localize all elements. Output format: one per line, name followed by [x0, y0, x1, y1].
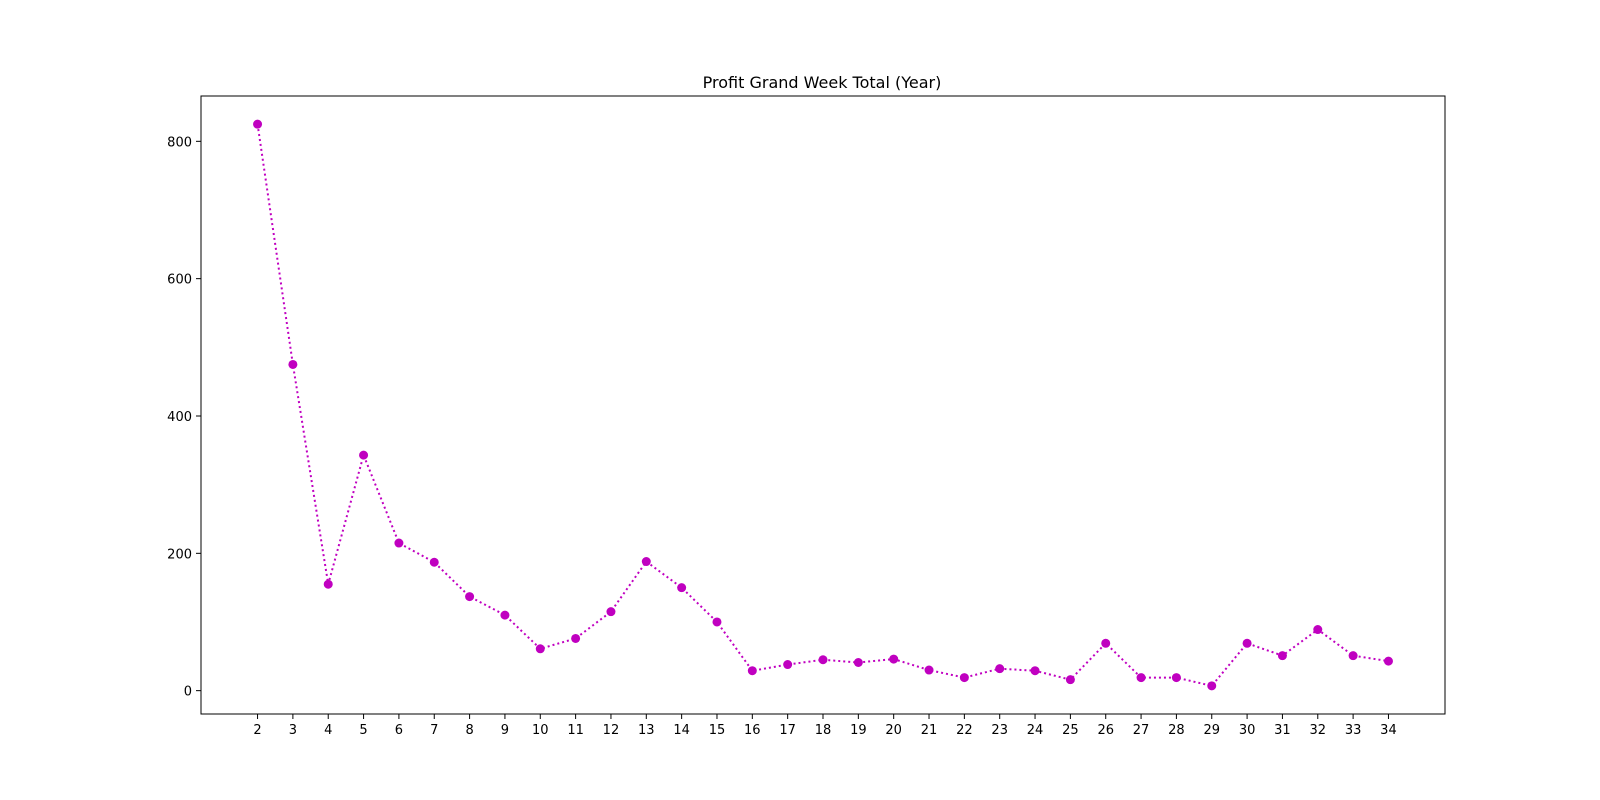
data-point	[1383, 656, 1393, 666]
x-axis: 2 3 4 5 6 7 8 9 10 11 12 13 14 15 16 17 18 19 20 21 22 23 24 25…	[253, 714, 1397, 738]
y-tick-label: 0	[184, 685, 192, 700]
x-tick-label: 28	[1168, 723, 1185, 738]
data-point	[1313, 625, 1323, 635]
x-tick-label: 3	[289, 723, 297, 738]
data-point	[677, 583, 687, 593]
x-tick-label: 27	[1133, 723, 1150, 738]
data-point	[1277, 651, 1287, 661]
data-point	[1030, 666, 1040, 676]
data-point	[571, 633, 581, 643]
x-tick-label: 10	[532, 723, 549, 738]
data-point	[394, 538, 404, 548]
x-tick-label: 19	[850, 723, 867, 738]
x-tick-label: 29	[1203, 723, 1220, 738]
x-tick-label: 9	[501, 723, 509, 738]
x-tick-label: 20	[885, 723, 902, 738]
data-point	[359, 450, 369, 460]
x-tick-label: 34	[1380, 723, 1397, 738]
data-point	[1136, 673, 1146, 683]
x-tick-label: 32	[1309, 723, 1326, 738]
x-tick-label: 26	[1097, 723, 1114, 738]
data-point	[995, 664, 1005, 674]
x-tick-label: 23	[991, 723, 1008, 738]
data-point	[641, 557, 651, 567]
data-point	[535, 644, 545, 654]
chart-title: Profit Grand Week Total (Year)	[703, 73, 942, 92]
data-point	[429, 557, 439, 567]
data-point	[1101, 638, 1111, 648]
x-tick-label: 21	[921, 723, 938, 738]
x-tick-label: 25	[1062, 723, 1079, 738]
x-tick-label: 17	[779, 723, 796, 738]
x-tick-label: 15	[709, 723, 726, 738]
y-tick-label: 600	[167, 273, 192, 288]
x-tick-label: 31	[1274, 723, 1291, 738]
x-tick-label: 8	[465, 723, 473, 738]
series-line	[256, 124, 1389, 687]
data-point	[853, 658, 863, 667]
x-tick-label: 4	[324, 723, 332, 738]
y-axis: 0 200 400 600 800	[167, 135, 201, 700]
x-tick-label: 13	[638, 723, 655, 738]
x-tick-label: 18	[815, 723, 832, 738]
data-point	[889, 654, 899, 664]
x-tick-label: 5	[359, 723, 367, 738]
data-point	[1171, 673, 1181, 683]
x-tick-label: 30	[1239, 723, 1256, 738]
y-tick-label: 200	[167, 547, 192, 562]
data-point	[924, 665, 934, 675]
x-tick-label: 14	[673, 723, 690, 738]
data-point	[1348, 651, 1358, 661]
data-point	[1065, 675, 1075, 685]
data-point	[783, 660, 793, 670]
data-point	[747, 666, 757, 676]
data-point	[288, 359, 298, 369]
x-tick-label: 11	[567, 723, 584, 738]
data-point	[500, 610, 510, 620]
data-point	[1242, 638, 1252, 648]
y-tick-label: 800	[167, 135, 192, 150]
data-point	[253, 119, 263, 129]
x-tick-label: 24	[1027, 723, 1044, 738]
data-point	[712, 617, 722, 627]
series-layer	[253, 119, 1393, 691]
data-point	[323, 579, 333, 589]
y-tick-label: 400	[167, 410, 192, 425]
x-tick-label: 33	[1345, 723, 1362, 738]
data-point	[465, 592, 475, 602]
data-point	[959, 673, 969, 683]
x-tick-label: 12	[603, 723, 620, 738]
plot-area-frame	[200, 95, 1446, 715]
x-tick-label: 2	[253, 723, 261, 738]
data-point	[818, 655, 828, 665]
data-point	[1207, 681, 1217, 691]
x-tick-label: 7	[430, 723, 438, 738]
data-point	[606, 607, 616, 617]
x-tick-label: 6	[395, 723, 403, 738]
x-tick-label: 22	[956, 723, 973, 738]
x-tick-label: 16	[744, 723, 761, 738]
